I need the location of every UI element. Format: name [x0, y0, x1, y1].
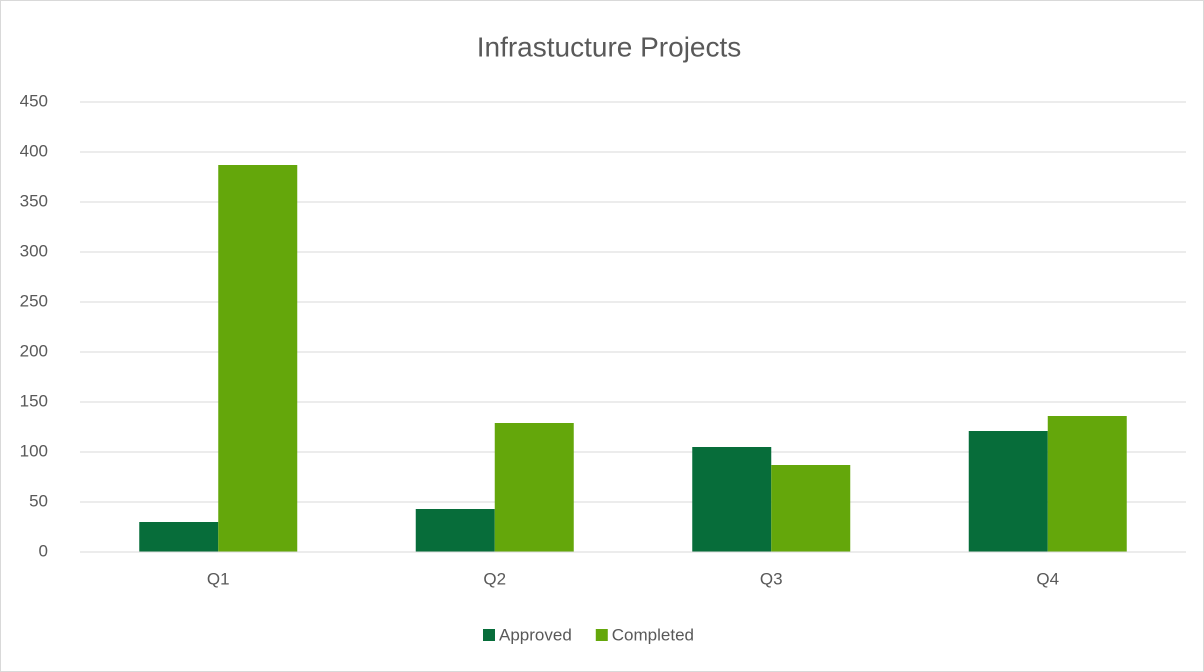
y-tick-label: 150: [20, 391, 48, 410]
y-tick-label: 0: [39, 541, 48, 560]
x-tick-label: Q4: [1036, 569, 1059, 588]
bar: [415, 509, 495, 552]
legend-swatch: [595, 629, 608, 641]
bar: [771, 465, 851, 552]
bar: [139, 522, 219, 552]
y-tick-label: 300: [20, 241, 48, 260]
y-tick-label: 350: [20, 191, 48, 210]
y-tick-label: 200: [20, 341, 48, 360]
bar: [968, 431, 1048, 552]
y-tick-label: 450: [20, 91, 48, 110]
bar: [692, 447, 772, 552]
y-tick-label: 250: [20, 291, 48, 310]
x-tick-label: Q1: [207, 569, 230, 588]
bar: [218, 165, 298, 552]
y-tick-label: 50: [29, 491, 48, 510]
legend-label: Approved: [499, 625, 572, 644]
bar: [1047, 416, 1127, 552]
legend-swatch: [483, 629, 495, 641]
x-tick-label: Q2: [483, 569, 506, 588]
x-tick-label: Q3: [760, 569, 783, 588]
y-tick-label: 100: [20, 441, 48, 460]
bar: [494, 423, 574, 552]
legend-label: Completed: [612, 625, 694, 644]
y-tick-label: 400: [20, 141, 48, 160]
chart-title: Infrastucture Projects: [477, 31, 742, 62]
